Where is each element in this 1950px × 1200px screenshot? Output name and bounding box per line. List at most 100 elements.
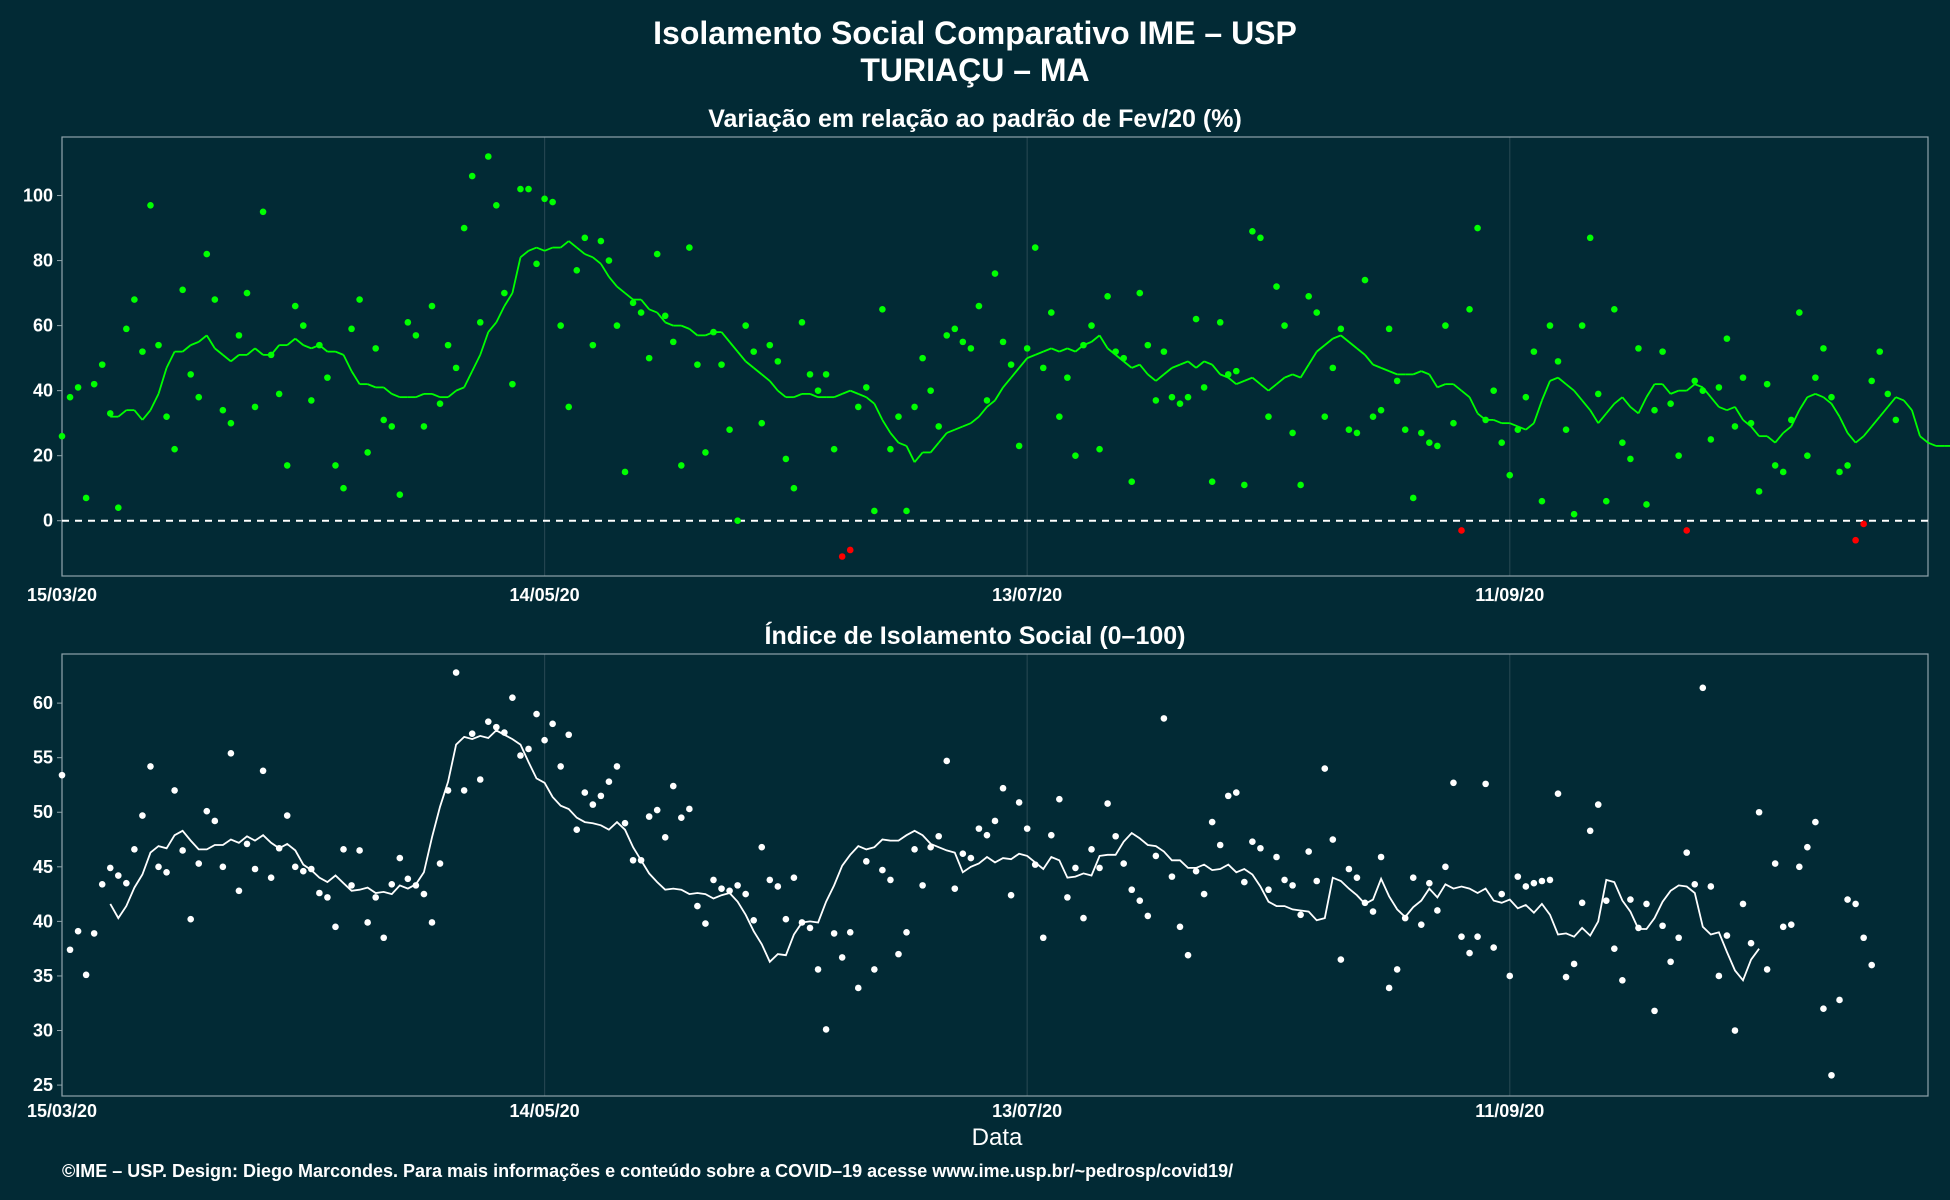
data-point (1804, 843, 1811, 851)
moving-average-segment (214, 347, 224, 356)
data-point (742, 322, 749, 329)
data-point (1828, 1071, 1835, 1079)
data-point (887, 876, 894, 884)
data-point (710, 876, 717, 884)
data-point (58, 432, 66, 440)
data-point (509, 694, 516, 701)
moving-average-segment (849, 389, 859, 395)
data-point (1232, 789, 1240, 796)
moving-average-segment (1428, 373, 1439, 388)
moving-average-segment (1637, 396, 1648, 414)
moving-average-segment (1613, 396, 1623, 405)
moving-average-segment (1838, 416, 1849, 434)
x-tick-label: 15/03/20 (27, 585, 97, 605)
data-point (1297, 911, 1304, 919)
moving-average-segment (165, 351, 176, 369)
data-point (1056, 795, 1063, 803)
data-point (629, 299, 637, 307)
data-point (589, 341, 597, 349)
panel-border (61, 136, 1929, 577)
data-point (1168, 393, 1176, 401)
data-point (66, 393, 74, 401)
data-point (468, 730, 476, 737)
moving-average-segment (141, 409, 152, 421)
moving-average-segment (1895, 396, 1905, 402)
moving-average-segment (519, 250, 530, 259)
moving-average-segment (1356, 347, 1366, 356)
data-point (1707, 883, 1715, 890)
data-point (774, 883, 782, 890)
data-point (678, 814, 685, 822)
data-point (1289, 882, 1296, 889)
data-point (1377, 406, 1385, 414)
moving-average-segment (1798, 396, 1809, 411)
moving-average-segment (294, 337, 304, 346)
data-point (581, 789, 589, 796)
data-point (436, 400, 444, 407)
data-point (484, 718, 492, 725)
moving-average-segment (1179, 360, 1189, 366)
data-point (750, 348, 758, 355)
data-point (854, 403, 862, 411)
data-point (444, 787, 452, 794)
data-point (82, 494, 90, 502)
data-point (404, 875, 412, 883)
data-point (1570, 960, 1578, 968)
moving-average-segment (946, 428, 956, 434)
moving-average-segment (648, 308, 658, 314)
data-point (1868, 961, 1875, 969)
data-point (1514, 426, 1522, 433)
moving-average-segment (600, 263, 610, 278)
data-point (790, 484, 798, 492)
moving-average-segment (536, 246, 545, 252)
y-tick-label: 20 (33, 446, 53, 466)
data-point (179, 286, 186, 294)
data-point (420, 423, 428, 430)
data-point (291, 863, 299, 871)
moving-average-segment (1879, 406, 1889, 418)
data-point (476, 776, 484, 783)
y-tick-label: 30 (33, 1021, 53, 1041)
data-point (1594, 801, 1602, 808)
data-point (838, 553, 846, 560)
data-point (476, 319, 484, 326)
data-point (1152, 397, 1160, 404)
panel-variation: 15/03/20 14/05/20 13/07/20 11/09/20 0 20 40 60 8… (23, 136, 1950, 605)
data-point (967, 345, 975, 352)
data-point (1707, 436, 1715, 443)
data-point (259, 767, 267, 775)
moving-average-segment (479, 331, 490, 356)
data-point (1836, 996, 1843, 1004)
data-point (1200, 384, 1208, 391)
data-point (1192, 867, 1200, 875)
data-point (750, 916, 758, 924)
data-point (718, 885, 725, 892)
data-point (1860, 934, 1867, 942)
moving-average-segment (1846, 432, 1857, 444)
moving-average-segment (608, 276, 618, 288)
data-point (1602, 897, 1610, 904)
data-point (517, 185, 524, 193)
moving-average-segment (1235, 380, 1245, 385)
data-point (1080, 341, 1087, 349)
data-point (1064, 374, 1071, 381)
moving-average-segment (962, 422, 972, 428)
data-point (452, 364, 460, 372)
moving-average-segment (1067, 347, 1076, 353)
data-point (1506, 972, 1514, 980)
data-point (1265, 886, 1272, 894)
data-point (637, 856, 645, 864)
data-point (549, 198, 556, 206)
data-point (565, 731, 573, 739)
moving-average-segment (511, 257, 522, 294)
data-point (452, 669, 460, 676)
moving-average-segment (1332, 334, 1342, 340)
moving-average-segment (1718, 406, 1728, 411)
data-point (1755, 808, 1763, 816)
data-point (1844, 896, 1851, 903)
data-point (1683, 849, 1691, 856)
data-point (1731, 1027, 1739, 1034)
data-point (1192, 315, 1200, 323)
moving-average-segment (1259, 383, 1270, 392)
moving-average-segment (431, 393, 441, 398)
